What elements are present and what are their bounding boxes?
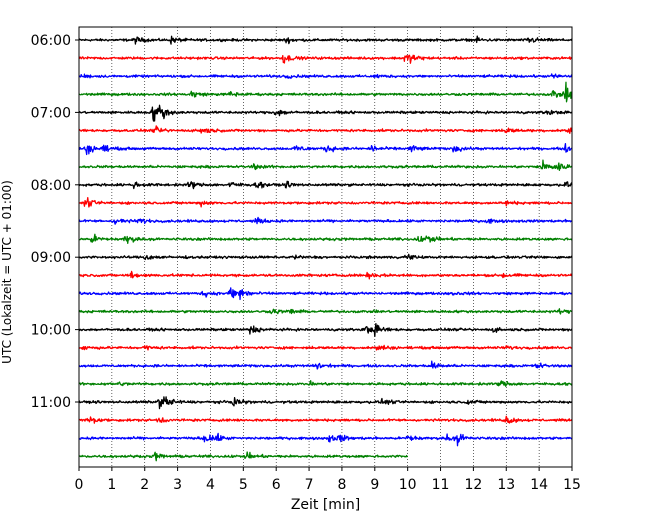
seismic-trace <box>78 380 573 387</box>
y-tick-label: 11:00 <box>31 395 71 411</box>
x-tick-label: 8 <box>337 477 346 493</box>
y-tick-label: 08:00 <box>31 178 71 194</box>
seismic-trace <box>78 270 573 280</box>
seismic-trace <box>78 54 573 64</box>
y-tick-label: 10:00 <box>31 323 71 339</box>
seismic-trace <box>78 432 573 447</box>
seismic-trace <box>78 451 409 462</box>
seismic-trace <box>78 142 573 156</box>
seismic-trace <box>78 287 573 301</box>
x-tick-label: 15 <box>563 477 581 493</box>
seismic-trace <box>78 415 573 424</box>
seismic-trace <box>78 81 573 103</box>
seismic-trace <box>78 360 573 370</box>
seismic-trace <box>78 323 573 338</box>
seismic-trace <box>78 180 573 190</box>
x-tick-label: 6 <box>272 477 281 493</box>
x-tick-label: 9 <box>370 477 379 493</box>
x-tick-label: 1 <box>107 477 116 493</box>
x-axis-ticks: 0 1 2 3 4 5 6 7 8 9 10 11 12 13 14 15 <box>75 467 581 493</box>
x-axis-label: Zeit [min] <box>291 497 360 513</box>
vertical-grid <box>111 27 540 467</box>
seismic-trace <box>78 35 573 45</box>
x-tick-label: 3 <box>173 477 182 493</box>
seismic-traces <box>78 35 573 462</box>
seismic-trace <box>78 197 573 208</box>
x-tick-label: 7 <box>305 477 314 493</box>
plot-frame <box>78 26 573 468</box>
x-tick-label: 13 <box>497 477 515 493</box>
y-tick-label: 09:00 <box>31 250 71 266</box>
seismic-trace <box>78 233 573 244</box>
x-tick-label: 11 <box>432 477 450 493</box>
seismic-trace <box>78 216 573 225</box>
x-tick-label: 14 <box>530 477 548 493</box>
x-tick-label: 5 <box>239 477 248 493</box>
seismic-trace <box>78 253 573 261</box>
x-tick-label: 0 <box>75 477 84 493</box>
seismic-trace <box>78 125 573 134</box>
y-axis-label: UTC (Lokalzeit = UTC + 01:00) <box>0 180 14 364</box>
seismic-trace <box>78 344 573 351</box>
y-axis-ticks: 06:00 07:00 08:00 09:00 10:00 11:00 <box>31 33 79 411</box>
seismic-trace <box>78 396 573 410</box>
y-tick-label: 07:00 <box>31 105 71 121</box>
x-tick-label: 4 <box>206 477 215 493</box>
seismic-trace <box>78 308 573 315</box>
seismic-trace <box>78 159 573 171</box>
seismic-trace <box>78 73 573 80</box>
x-tick-label: 10 <box>399 477 417 493</box>
seismic-trace <box>78 104 573 122</box>
x-tick-label: 2 <box>140 477 149 493</box>
y-tick-label: 06:00 <box>31 33 71 49</box>
x-tick-label: 12 <box>464 477 482 493</box>
